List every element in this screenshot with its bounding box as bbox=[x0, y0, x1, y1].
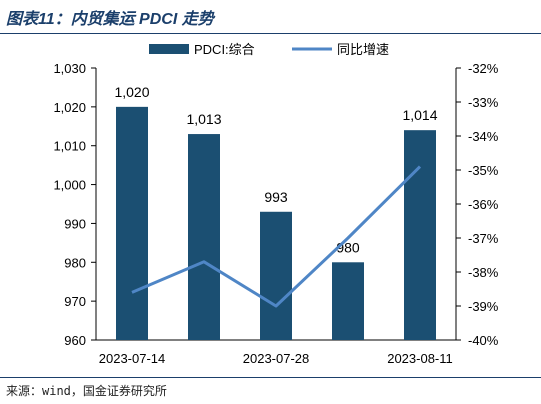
right-y-tick-label: -34% bbox=[468, 129, 499, 144]
source-note: 来源：wind，国金证券研究所 bbox=[6, 384, 167, 398]
chart-legend: PDCI:综合 同比增速 bbox=[149, 42, 389, 57]
pdci-bar bbox=[260, 211, 292, 340]
pdci-chart: PDCI:综合 同比增速 960 970 980 990 1,000 1,010 1,020 1… bbox=[53, 42, 498, 366]
right-y-tick-label: -37% bbox=[468, 231, 499, 246]
pdci-bar bbox=[332, 262, 364, 340]
legend-bar-swatch bbox=[149, 44, 189, 54]
source-divider bbox=[0, 377, 541, 378]
title-divider bbox=[0, 33, 541, 34]
right-y-tick-label: -35% bbox=[468, 163, 499, 178]
right-y-tick-label: -38% bbox=[468, 265, 499, 280]
pdci-bar-label: 993 bbox=[264, 189, 288, 205]
legend-line-label: 同比增速 bbox=[337, 42, 389, 57]
right-y-tick-label: -39% bbox=[468, 299, 499, 314]
bar-series bbox=[116, 106, 436, 340]
pdci-bar bbox=[188, 134, 220, 340]
figure-title: 图表11：内贸集运 PDCI 走势 bbox=[6, 11, 214, 28]
left-y-tick-label: 960 bbox=[64, 333, 86, 348]
left-y-tick-label: 970 bbox=[64, 294, 86, 309]
left-y-tick-label: 1,020 bbox=[53, 100, 86, 115]
pdci-bar-label: 1,014 bbox=[402, 107, 437, 123]
right-y-tick-label: -40% bbox=[468, 333, 499, 348]
x-tick-label: 2023-08-11 bbox=[387, 351, 453, 366]
right-y-tick-label: -36% bbox=[468, 197, 499, 212]
pdci-bar-label: 1,013 bbox=[186, 111, 221, 127]
pdci-bar bbox=[116, 106, 148, 340]
x-tick-label: 2023-07-14 bbox=[99, 351, 166, 366]
right-y-tick-label: -32% bbox=[468, 61, 499, 76]
line-series bbox=[131, 165, 422, 308]
yoy-growth-line bbox=[131, 165, 422, 308]
left-y-tick-label: 1,030 bbox=[53, 61, 86, 76]
chart-axes: 960 970 980 990 1,000 1,010 1,020 1,030 -40% -39%… bbox=[53, 61, 498, 366]
left-y-tick-label: 1,000 bbox=[53, 178, 86, 193]
left-y-tick-label: 980 bbox=[64, 255, 86, 270]
pdci-bar bbox=[404, 130, 436, 340]
left-y-tick-label: 1,010 bbox=[53, 139, 86, 154]
x-tick-label: 2023-07-28 bbox=[243, 351, 310, 366]
left-y-tick-label: 990 bbox=[64, 216, 86, 231]
pdci-bar-label: 1,020 bbox=[114, 84, 149, 100]
legend-bar-label: PDCI:综合 bbox=[194, 42, 255, 57]
right-y-tick-label: -33% bbox=[468, 95, 499, 110]
